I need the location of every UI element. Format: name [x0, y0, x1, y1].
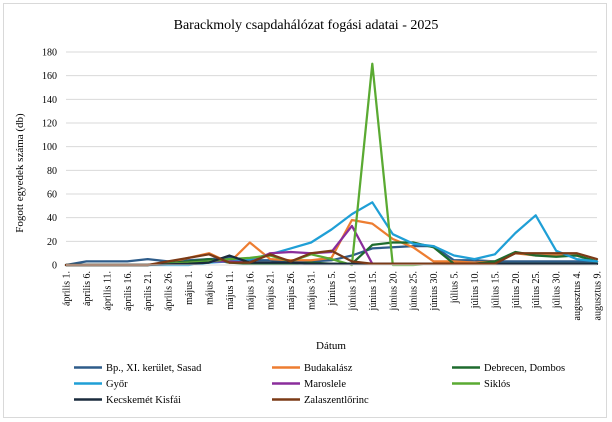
x-tick-label: május 21.: [266, 271, 277, 310]
y-tick-label: 180: [42, 48, 57, 59]
legend-label: Zalaszentlőrinc: [304, 395, 369, 406]
x-tick-label: június 15.: [368, 271, 379, 311]
y-tick-labels: 0 20 40 60 80 100 120 140 160 180: [42, 48, 57, 272]
chart-title: Barackmoly csapdahálózat fogási adatai -…: [174, 18, 439, 33]
legend-label: Bp., XI. kerület, Sasad: [106, 363, 202, 374]
chart-frame: [3, 3, 607, 418]
x-tick-label: augusztus 9.: [593, 271, 604, 320]
y-tick-label: 120: [42, 119, 57, 130]
legend-label: Budakalász: [304, 363, 353, 374]
y-tick-label: 0: [52, 261, 57, 272]
y-axis-title: Fogott egyedek száma (db): [14, 113, 26, 233]
x-tick-labels: április 1. április 6. április 11. április 1…: [62, 271, 604, 320]
legend: Bp., XI. kerület, Sasad Budakalász Debrece…: [74, 363, 565, 406]
x-tick-label: augusztus 4.: [572, 271, 583, 320]
x-axis-title: Dátum: [316, 340, 346, 352]
x-tick-label: július 20.: [511, 271, 522, 309]
y-tick-label: 140: [42, 95, 57, 106]
x-tick-label: május 26.: [286, 271, 297, 310]
gridlines: [66, 51, 597, 242]
x-tick-label: július 10.: [470, 271, 481, 309]
x-tick-label: július 5.: [450, 271, 461, 304]
x-tick-label: május 6.: [204, 271, 215, 305]
x-tick-label: április 21.: [143, 271, 154, 311]
x-tick-label: május 1.: [184, 271, 195, 305]
x-tick-label: június 5.: [327, 271, 338, 306]
x-tick-label: május 31.: [307, 271, 318, 310]
legend-label: Győr: [106, 379, 128, 390]
x-tick-label: május 11.: [225, 271, 236, 310]
x-tick-label: június 20.: [388, 271, 399, 311]
legend-label: Siklós: [484, 379, 510, 390]
y-tick-label: 60: [47, 190, 57, 201]
x-tick-label: április 11.: [102, 271, 113, 311]
y-tick-label: 160: [42, 71, 57, 82]
x-tick-label: június 10.: [347, 271, 358, 311]
x-tick-label: június 25.: [409, 271, 420, 311]
x-tick-label: április 16.: [123, 271, 134, 311]
x-tick-label: május 16.: [245, 271, 256, 310]
x-tick-label: június 30.: [429, 271, 440, 311]
series-line-7: [64, 249, 599, 267]
x-tick-label: április 26.: [164, 271, 175, 311]
series-line-0: [64, 244, 599, 267]
y-tick-label: 80: [47, 166, 57, 177]
x-tick-label: július 15.: [490, 271, 501, 309]
x-tick-label: július 25.: [531, 271, 542, 309]
series-line-5: [64, 62, 599, 267]
legend-label: Maroslele: [304, 379, 346, 390]
y-tick-label: 100: [42, 142, 57, 153]
legend-label: Kecskemét Kisfái: [106, 395, 181, 406]
series-lines: [64, 62, 599, 267]
legend-label: Debrecen, Dombos: [484, 363, 565, 374]
x-tick-label: április 6.: [82, 271, 93, 306]
y-tick-label: 20: [47, 237, 57, 248]
x-tick-label: július 30.: [552, 271, 563, 309]
y-tick-label: 40: [47, 213, 57, 224]
x-tick-label: április 1.: [62, 271, 73, 306]
